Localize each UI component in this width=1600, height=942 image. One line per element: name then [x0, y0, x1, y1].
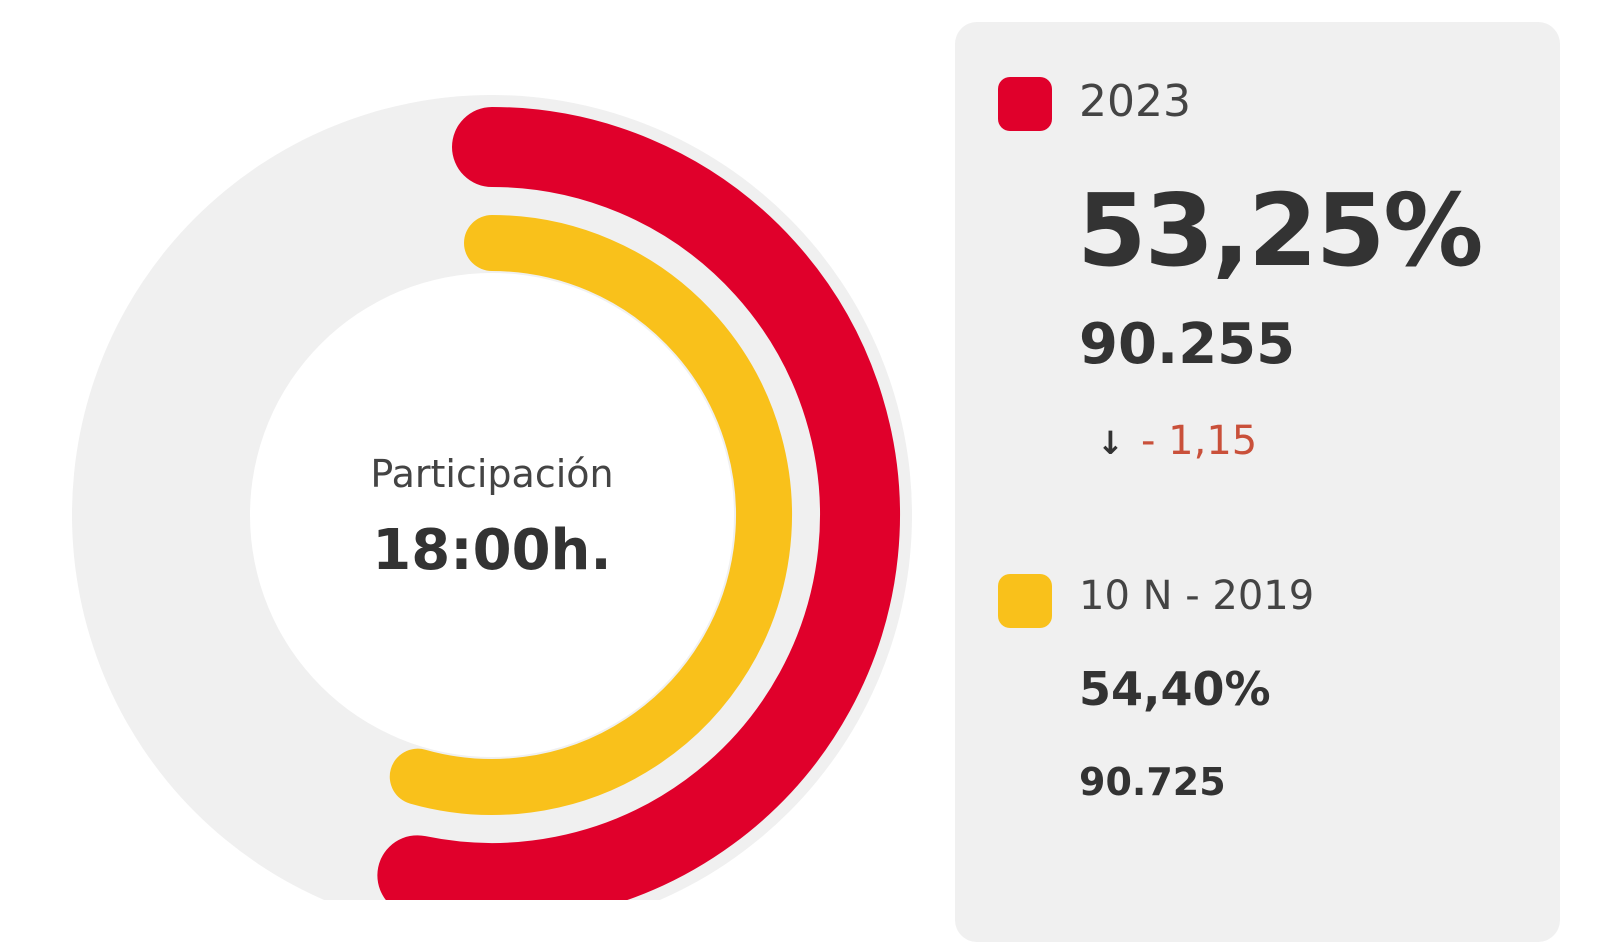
- arrow-down-icon: ↓: [1097, 424, 1124, 462]
- change-2023: - 1,15: [1141, 418, 1258, 464]
- votes-2023: 90.255: [1079, 312, 1296, 377]
- chart-inner-hole: [250, 273, 734, 757]
- legend-swatch-10n-2019: [998, 574, 1052, 628]
- value-10n-2019: 54,40%: [1079, 662, 1271, 716]
- legend-label-2023: 2023: [1079, 76, 1191, 127]
- value-2023: 53,25%: [1077, 172, 1484, 289]
- legend-swatch-2023: [998, 77, 1052, 131]
- legend-label-10n-2019: 10 N - 2019: [1079, 573, 1315, 619]
- radial-chart: [72, 95, 912, 900]
- votes-10n-2019: 90.725: [1079, 760, 1226, 804]
- arc-2023: [377, 107, 900, 900]
- chart-title: Participación: [370, 452, 614, 496]
- legend-panel: 2023 53,25% 90.255 ↓ - 1,15 10 N - 2019 …: [955, 22, 1560, 942]
- chart-time: 18:00h.: [372, 518, 612, 583]
- arc-10n-2019: [389, 215, 792, 815]
